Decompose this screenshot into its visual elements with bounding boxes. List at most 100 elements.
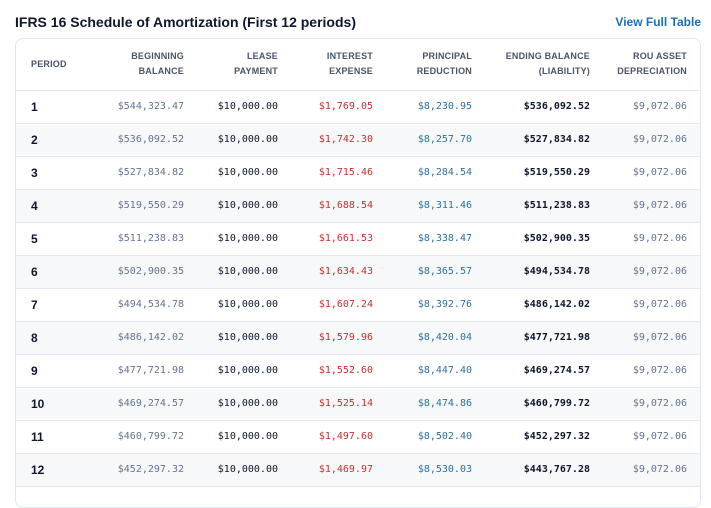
ending-balance-cell: $477,721.98 xyxy=(487,321,605,355)
interest-expense-cell: $1,469.97 xyxy=(293,453,388,487)
principal-reduction-cell: $8,502.40 xyxy=(388,420,487,454)
lease-payment-cell: $10,000.00 xyxy=(199,222,293,256)
beginning-balance-cell: $519,550.29 xyxy=(82,189,199,223)
principal-reduction-cell: $8,474.86 xyxy=(388,387,487,421)
interest-expense-cell: $1,552.60 xyxy=(293,354,388,388)
lease-payment-cell: $10,000.00 xyxy=(199,354,293,388)
ending-balance-cell: $452,297.32 xyxy=(487,420,605,454)
page-title: IFRS 16 Schedule of Amortization (First … xyxy=(15,14,356,30)
beginning-balance-cell: $452,297.32 xyxy=(82,453,199,487)
interest-expense-cell: $1,579.96 xyxy=(293,321,388,355)
principal-reduction-cell: $8,338.47 xyxy=(388,222,487,256)
rou-asset-depreciation-cell: $9,072.06 xyxy=(605,354,700,388)
ending-balance-cell: $511,238.83 xyxy=(487,189,605,223)
ending-balance-cell: $494,534.78 xyxy=(487,255,605,289)
period-cell: 6 xyxy=(16,255,82,289)
period-cell: 8 xyxy=(16,321,82,355)
table-row: 12 $452,297.32 $10,000.00 $1,469.97 $8,530.0… xyxy=(16,453,700,487)
table-row: 4 $519,550.29 $10,000.00 $1,688.54 $8,311.46… xyxy=(16,189,700,223)
ending-balance-cell: $469,274.57 xyxy=(487,354,605,388)
period-cell: 11 xyxy=(16,420,82,454)
rou-asset-depreciation-cell: $9,072.06 xyxy=(605,90,700,124)
rou-asset-depreciation-cell: $9,072.06 xyxy=(605,156,700,190)
lease-payment-cell: $10,000.00 xyxy=(199,420,293,454)
table-row: 7 $494,534.78 $10,000.00 $1,607.24 $8,392.76… xyxy=(16,288,700,322)
period-cell: 10 xyxy=(16,387,82,421)
period-cell: 4 xyxy=(16,189,82,223)
principal-reduction-cell: $8,365.57 xyxy=(388,255,487,289)
beginning-balance-cell: $511,238.83 xyxy=(82,222,199,256)
table-row: 5 $511,238.83 $10,000.00 $1,661.53 $8,338.47… xyxy=(16,222,700,256)
lease-payment-cell: $10,000.00 xyxy=(199,321,293,355)
lease-payment-cell: $10,000.00 xyxy=(199,189,293,223)
principal-reduction-cell: $8,311.46 xyxy=(388,189,487,223)
table-body: 1 $544,323.47 $10,000.00 $1,769.05 $8,230.95… xyxy=(16,90,700,487)
beginning-balance-cell: $486,142.02 xyxy=(82,321,199,355)
interest-expense-cell: $1,525.14 xyxy=(293,387,388,421)
column-header-rou-asset-depreciation: ROU ASSET DEPRECIATION xyxy=(605,39,700,91)
table-row: 11 $460,799.72 $10,000.00 $1,497.60 $8,502.4… xyxy=(16,420,700,454)
rou-asset-depreciation-cell: $9,072.06 xyxy=(605,321,700,355)
rou-asset-depreciation-cell: $9,072.06 xyxy=(605,222,700,256)
beginning-balance-cell: $527,834.82 xyxy=(82,156,199,190)
beginning-balance-cell: $544,323.47 xyxy=(82,90,199,124)
lease-payment-cell: $10,000.00 xyxy=(199,453,293,487)
table-row: 2 $536,092.52 $10,000.00 $1,742.30 $8,257.70… xyxy=(16,123,700,157)
ending-balance-cell: $460,799.72 xyxy=(487,387,605,421)
column-header-ending-balance: ENDING BALANCE (LIABILITY) xyxy=(487,39,605,91)
principal-reduction-cell: $8,447.40 xyxy=(388,354,487,388)
period-cell: 9 xyxy=(16,354,82,388)
rou-asset-depreciation-cell: $9,072.06 xyxy=(605,453,700,487)
beginning-balance-cell: $469,274.57 xyxy=(82,387,199,421)
lease-payment-cell: $10,000.00 xyxy=(199,156,293,190)
table-row: 3 $527,834.82 $10,000.00 $1,715.46 $8,284.54… xyxy=(16,156,700,190)
rou-asset-depreciation-cell: $9,072.06 xyxy=(605,420,700,454)
beginning-balance-cell: $494,534.78 xyxy=(82,288,199,322)
period-cell: 7 xyxy=(16,288,82,322)
beginning-balance-cell: $477,721.98 xyxy=(82,354,199,388)
column-header-lease-payment: LEASE PAYMENT xyxy=(199,39,293,91)
interest-expense-cell: $1,688.54 xyxy=(293,189,388,223)
interest-expense-cell: $1,742.30 xyxy=(293,123,388,157)
beginning-balance-cell: $460,799.72 xyxy=(82,420,199,454)
column-header-interest-expense: INTEREST EXPENSE xyxy=(293,39,388,91)
amortization-table-card: PERIOD BEGINNING BALANCE LEASE PAYMENT I… xyxy=(15,38,701,508)
table-row: 10 $469,274.57 $10,000.00 $1,525.14 $8,474.8… xyxy=(16,387,700,421)
column-header-principal-reduction: PRINCIPAL REDUCTION xyxy=(388,39,487,91)
page-header: IFRS 16 Schedule of Amortization (First … xyxy=(15,12,701,32)
principal-reduction-cell: $8,392.76 xyxy=(388,288,487,322)
lease-payment-cell: $10,000.00 xyxy=(199,387,293,421)
table-row: 8 $486,142.02 $10,000.00 $1,579.96 $8,420.04… xyxy=(16,321,700,355)
lease-payment-cell: $10,000.00 xyxy=(199,123,293,157)
beginning-balance-cell: $502,900.35 xyxy=(82,255,199,289)
rou-asset-depreciation-cell: $9,072.06 xyxy=(605,123,700,157)
ending-balance-cell: $519,550.29 xyxy=(487,156,605,190)
lease-payment-cell: $10,000.00 xyxy=(199,255,293,289)
ending-balance-cell: $502,900.35 xyxy=(487,222,605,256)
ending-balance-cell: $527,834.82 xyxy=(487,123,605,157)
period-cell: 2 xyxy=(16,123,82,157)
principal-reduction-cell: $8,230.95 xyxy=(388,90,487,124)
table-row: 1 $544,323.47 $10,000.00 $1,769.05 $8,230.95… xyxy=(16,90,700,124)
lease-payment-cell: $10,000.00 xyxy=(199,288,293,322)
view-full-table-link[interactable]: View Full Table xyxy=(615,15,701,29)
principal-reduction-cell: $8,530.03 xyxy=(388,453,487,487)
ending-balance-cell: $443,767.28 xyxy=(487,453,605,487)
period-cell: 12 xyxy=(16,453,82,487)
interest-expense-cell: $1,607.24 xyxy=(293,288,388,322)
beginning-balance-cell: $536,092.52 xyxy=(82,123,199,157)
column-header-period: PERIOD xyxy=(16,39,82,91)
ending-balance-cell: $486,142.02 xyxy=(487,288,605,322)
ending-balance-cell: $536,092.52 xyxy=(487,90,605,124)
principal-reduction-cell: $8,284.54 xyxy=(388,156,487,190)
period-cell: 3 xyxy=(16,156,82,190)
period-cell: 1 xyxy=(16,90,82,124)
interest-expense-cell: $1,715.46 xyxy=(293,156,388,190)
table-row: 6 $502,900.35 $10,000.00 $1,634.43 $8,365.57… xyxy=(16,255,700,289)
amortization-table: PERIOD BEGINNING BALANCE LEASE PAYMENT I… xyxy=(16,39,700,487)
column-header-beginning-balance: BEGINNING BALANCE xyxy=(82,39,199,91)
table-row: 9 $477,721.98 $10,000.00 $1,552.60 $8,447.40… xyxy=(16,354,700,388)
lease-payment-cell: $10,000.00 xyxy=(199,90,293,124)
interest-expense-cell: $1,661.53 xyxy=(293,222,388,256)
rou-asset-depreciation-cell: $9,072.06 xyxy=(605,387,700,421)
